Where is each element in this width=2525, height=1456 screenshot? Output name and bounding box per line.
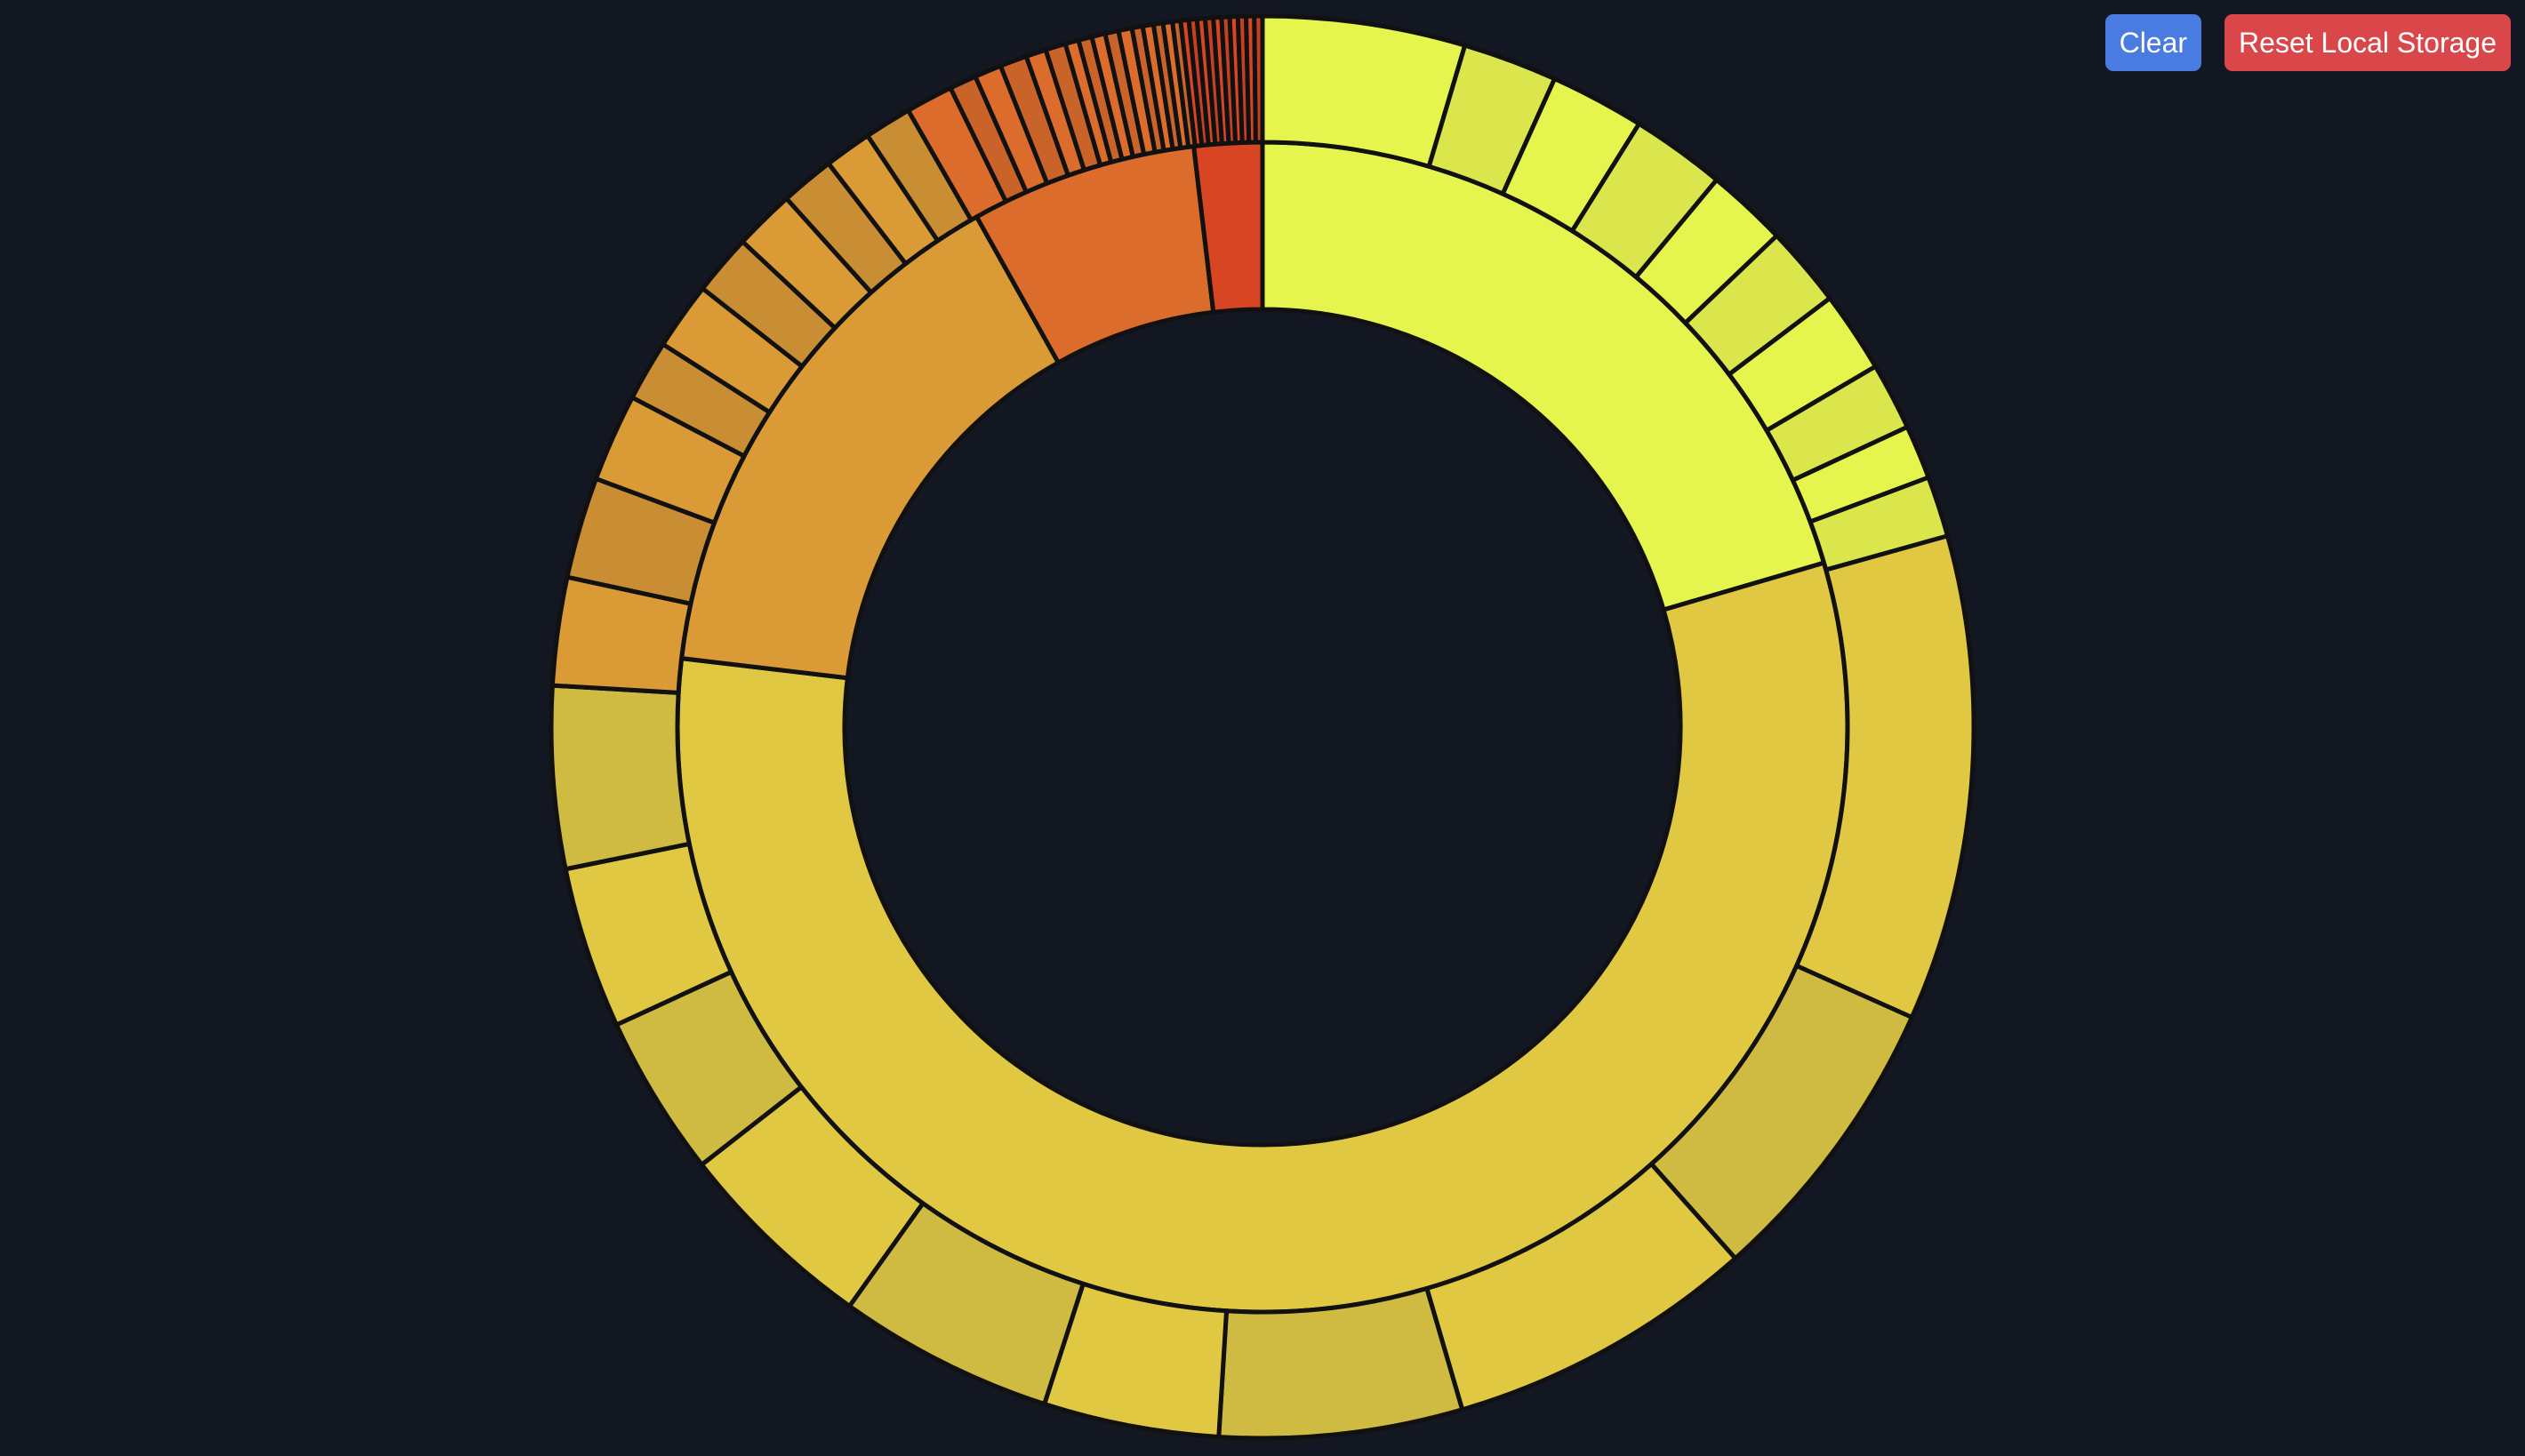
ring2-segment-19[interactable] <box>549 683 692 872</box>
ring2-segment-55[interactable] <box>1252 13 1265 145</box>
clear-button[interactable]: Clear <box>2104 14 2202 71</box>
reset-local-storage-button[interactable]: Reset Local Storage <box>2224 14 2511 71</box>
ring2-segment-13[interactable] <box>1216 1286 1465 1441</box>
toolbar: Clear Reset Local Storage <box>2104 14 2511 71</box>
